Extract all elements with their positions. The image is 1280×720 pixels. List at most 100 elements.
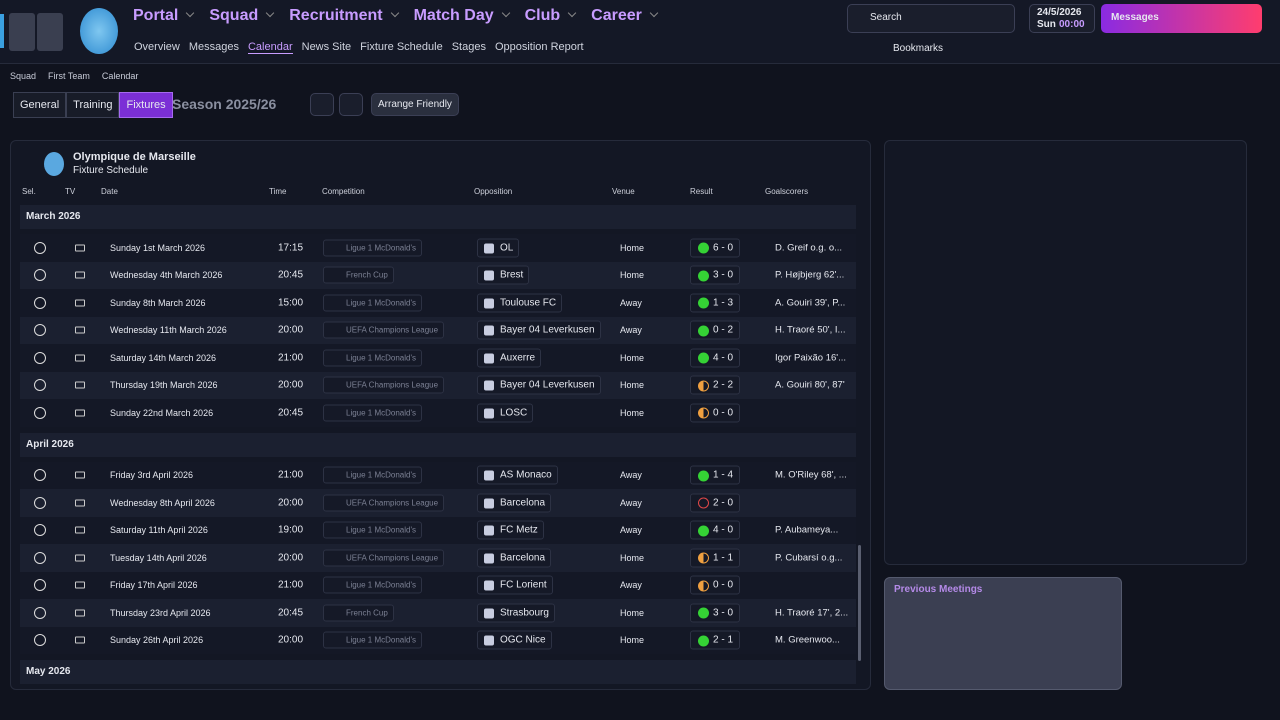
tab[interactable]: Fixtures	[119, 92, 173, 118]
select-radio[interactable]	[34, 296, 46, 309]
breadcrumb-item[interactable]: First Team	[48, 71, 90, 81]
fixture-row[interactable]: Sunday 22nd March 2026 20:45 Ligue 1 McDon…	[20, 399, 856, 427]
breadcrumb[interactable]: Squad First Team Calendar	[10, 71, 138, 81]
sub-nav-item[interactable]: News Site	[301, 41, 352, 53]
forward-button[interactable]	[37, 13, 63, 51]
day: Sun	[1037, 19, 1056, 30]
goalscorers: A. Gouiri 39', P...	[775, 297, 846, 309]
nav-item[interactable]: Portal	[133, 7, 193, 25]
result: 1 - 1	[690, 548, 740, 568]
select-radio[interactable]	[34, 469, 46, 482]
select-radio[interactable]	[34, 351, 46, 364]
back-button[interactable]	[9, 13, 35, 51]
fixture-table: March 2026 Sunday 1st March 2026 17:15 Ligu…	[20, 205, 856, 690]
fixture-row[interactable]: Thursday 19th March 2026 20:00 UEFA Champi…	[20, 371, 856, 399]
opposition[interactable]: Brest	[477, 265, 530, 285]
opposition[interactable]: FC Lorient	[477, 575, 553, 595]
accent	[0, 14, 4, 48]
sub-nav-item[interactable]: Overview	[134, 41, 180, 53]
column-header: Venue	[612, 187, 635, 196]
time: 21:00	[278, 579, 304, 591]
opposition[interactable]: Bayer 04 Leverkusen	[477, 375, 601, 395]
opposition[interactable]: Bayer 04 Leverkusen	[477, 320, 601, 340]
date: Wednesday 11th March 2026	[110, 325, 227, 336]
sub-nav-item[interactable]: Calendar	[247, 41, 293, 54]
select-radio[interactable]	[34, 634, 46, 647]
fixture-row[interactable]: Wednesday 11th March 2026 20:00 UEFA Champ…	[20, 316, 856, 344]
select-radio[interactable]	[34, 579, 46, 592]
time: 20:45	[278, 407, 304, 419]
date: Wednesday 4th March 2026	[110, 270, 223, 281]
fixture-row[interactable]: Friday 3rd April 2026 21:00 Ligue 1 McDona…	[20, 461, 856, 489]
fixture-row[interactable]: Tuesday 14th April 2026 20:00 UEFA Champio…	[20, 544, 856, 572]
opposition[interactable]: Strasbourg	[477, 603, 555, 623]
opposition[interactable]: OL	[477, 238, 520, 258]
opposition[interactable]: Barcelona	[477, 493, 552, 513]
sub-nav-item[interactable]: Stages	[451, 41, 486, 53]
competition: Ligue 1 McDonald's	[323, 576, 423, 594]
scrollbar[interactable]	[858, 545, 861, 661]
fixture-row[interactable]: Wednesday 8th April 2026 20:00 UEFA Champi…	[20, 489, 856, 517]
goalscorers: P. Cubarsí o.g...	[775, 552, 843, 564]
sub-nav[interactable]: Overview Messages Calendar News Site Fixture…	[134, 41, 584, 54]
main-nav[interactable]: Portal Squad Recruitment Match Day Club Caree…	[133, 7, 657, 25]
panel-subtitle: Fixture Schedule	[73, 165, 149, 176]
nav-item[interactable]: Recruitment	[289, 7, 397, 25]
tv-icon	[75, 499, 85, 507]
fixture-row[interactable]: Sunday 1st March 2026 17:15 Ligue 1 McDona…	[20, 234, 856, 262]
select-radio[interactable]	[34, 606, 46, 619]
opposition[interactable]: Toulouse FC	[477, 293, 563, 313]
bookmarks[interactable]: Bookmarks	[893, 43, 944, 54]
nav-item[interactable]: Club	[525, 7, 576, 25]
select-radio[interactable]	[34, 496, 46, 509]
search[interactable]: Search	[870, 12, 902, 23]
fixture-row[interactable]: Saturday 14th March 2026 21:00 Ligue 1 McD…	[20, 344, 856, 372]
breadcrumb-item[interactable]: Squad	[10, 71, 37, 81]
column-header: Time	[269, 187, 287, 196]
select-radio[interactable]	[34, 269, 46, 282]
breadcrumb-item[interactable]: Calendar	[101, 71, 139, 81]
fixture-row[interactable]: Friday 17th April 2026 21:00 Ligue 1 McDon…	[20, 571, 856, 599]
select-radio[interactable]	[34, 379, 46, 392]
side-panel	[884, 140, 1247, 565]
nav-item[interactable]: Squad	[209, 7, 273, 25]
sub-nav-item[interactable]: Fixture Schedule	[360, 41, 443, 53]
sub-nav-item[interactable]: Messages	[188, 41, 239, 53]
select-radio[interactable]	[34, 551, 46, 564]
fixture-row[interactable]: Sunday 26th April 2026 20:00 Ligue 1 McDon…	[20, 626, 856, 654]
opposition[interactable]: Barcelona	[477, 548, 552, 568]
opposition[interactable]: OGC Nice	[477, 630, 552, 650]
tab[interactable]: Training	[66, 92, 120, 118]
select-radio[interactable]	[34, 324, 46, 337]
competition: Ligue 1 McDonald's	[323, 349, 423, 367]
fixture-row[interactable]: Sunday 8th March 2026 15:00 Ligue 1 McDona…	[20, 289, 856, 317]
fixture-row[interactable]: Thursday 23rd April 2026 20:45 French Cup S…	[20, 599, 856, 627]
opposition[interactable]: AS Monaco	[477, 465, 558, 485]
venue: Home	[620, 607, 645, 618]
season[interactable]: Season 2025/26	[172, 96, 277, 112]
venue: Away	[620, 497, 642, 508]
next-season[interactable]	[339, 93, 363, 116]
select-radio[interactable]	[34, 524, 46, 537]
opposition[interactable]: LOSC	[477, 403, 534, 423]
tabs[interactable]: General Training Fixtures	[13, 92, 173, 118]
fixture-row[interactable]: Saturday 11th April 2026 19:00 Ligue 1 McD…	[20, 516, 856, 544]
goalscorers: A. Gouiri 80', 87'	[775, 379, 845, 391]
opposition[interactable]: FC Metz	[477, 520, 544, 540]
select-radio[interactable]	[34, 241, 46, 254]
arrange-friendly[interactable]: Arrange Friendly	[371, 93, 459, 116]
goalscorers: H. Traoré 17', 2...	[775, 607, 849, 619]
time: 20:45	[278, 269, 304, 281]
tv-icon	[75, 244, 85, 252]
select-radio[interactable]	[34, 406, 46, 419]
time: 19:00	[278, 524, 304, 536]
goalscorers: Igor Paixão 16'...	[775, 352, 846, 364]
tab[interactable]: General	[13, 92, 67, 118]
sub-nav-item[interactable]: Opposition Report	[494, 41, 584, 53]
fixture-row[interactable]: Wednesday 4th March 2026 20:45 French Cup B…	[20, 261, 856, 289]
nav-item[interactable]: Match Day	[414, 7, 509, 25]
messages-button[interactable]	[1101, 4, 1262, 33]
prev-season[interactable]	[310, 93, 334, 116]
nav-item[interactable]: Career	[591, 7, 657, 25]
opposition[interactable]: Auxerre	[477, 348, 542, 368]
